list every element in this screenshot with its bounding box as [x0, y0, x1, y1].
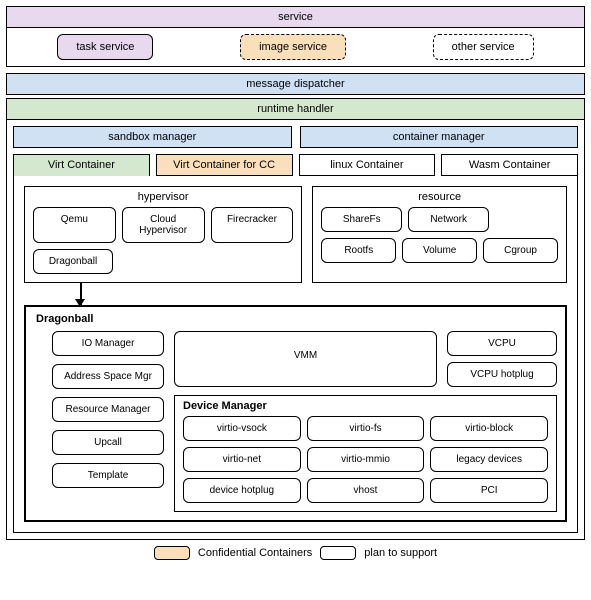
legend-swatch-confidential: [154, 546, 190, 560]
db-item: Upcall: [52, 430, 164, 455]
dm-item: virtio-fs: [307, 416, 425, 441]
hv-item: Firecracker: [211, 207, 294, 243]
runtime-container: sandbox manager container manager Virt C…: [6, 120, 585, 540]
db-vmm: VMM: [174, 331, 437, 387]
legend-label: Confidential Containers: [198, 547, 312, 559]
container-tabs: Virt Container Virt Container for CC lin…: [13, 154, 578, 176]
resource-title: resource: [321, 191, 558, 203]
device-manager-title: Device Manager: [183, 400, 548, 412]
service-item: other service: [433, 34, 534, 60]
message-dispatcher: message dispatcher: [6, 73, 585, 95]
db-right: VMM VCPU VCPU hotplug Device Manager vir…: [174, 331, 557, 512]
tab-linux: linux Container: [299, 154, 436, 176]
db-left-col: IO Manager Address Space Mgr Resource Ma…: [34, 331, 164, 512]
db-vcpu: VCPU: [447, 331, 557, 356]
tab-wasm: Wasm Container: [441, 154, 578, 176]
managers-row: sandbox manager container manager: [13, 126, 578, 148]
res-item: Rootfs: [321, 238, 396, 263]
manager-box: sandbox manager: [13, 126, 292, 148]
runtime-title-band: runtime handler: [6, 98, 585, 120]
service-item: task service: [57, 34, 153, 60]
legend-label: plan to support: [364, 547, 437, 559]
res-item: Network: [408, 207, 489, 232]
dm-item: virtio-net: [183, 447, 301, 472]
hv-res-row: hypervisor Qemu Cloud Hypervisor Firecra…: [24, 186, 567, 283]
legend-swatch-plan: [320, 546, 356, 560]
virt-content: hypervisor Qemu Cloud Hypervisor Firecra…: [13, 176, 578, 533]
db-item: IO Manager: [52, 331, 164, 356]
dragonball-group: Dragonball IO Manager Address Space Mgr …: [24, 305, 567, 522]
dm-item: legacy devices: [430, 447, 548, 472]
res-item: Volume: [402, 238, 477, 263]
tab-virt: Virt Container: [13, 154, 150, 176]
dragonball-title: Dragonball: [36, 313, 557, 325]
db-item: Resource Manager: [52, 397, 164, 422]
service-title: service: [278, 11, 313, 23]
service-item: image service: [240, 34, 346, 60]
dm-item: PCI: [430, 478, 548, 503]
hv-item: Qemu: [33, 207, 116, 243]
dm-item: virtio-block: [430, 416, 548, 441]
hv-item: Cloud Hypervisor: [122, 207, 205, 243]
service-container: task service image service other service: [6, 28, 585, 67]
tab-virt-cc: Virt Container for CC: [156, 154, 293, 176]
dm-item: virtio-mmio: [307, 447, 425, 472]
db-item: Template: [52, 463, 164, 488]
hypervisor-title: hypervisor: [33, 191, 293, 203]
dm-item: device hotplug: [183, 478, 301, 503]
hypervisor-group: hypervisor Qemu Cloud Hypervisor Firecra…: [24, 186, 302, 283]
db-item: Address Space Mgr: [52, 364, 164, 389]
hv-dragonball: Dragonball: [33, 249, 113, 274]
resource-group: resource ShareFs Network Rootfs Volume C…: [312, 186, 567, 283]
dm-item: virtio-vsock: [183, 416, 301, 441]
db-vcpu-hotplug: VCPU hotplug: [447, 362, 557, 387]
arrow: [24, 283, 567, 305]
dm-item: vhost: [307, 478, 425, 503]
manager-box: container manager: [300, 126, 579, 148]
service-band: service: [6, 6, 585, 28]
device-manager: Device Manager virtio-vsock virtio-fs vi…: [174, 395, 557, 512]
res-item: Cgroup: [483, 238, 558, 263]
res-item: ShareFs: [321, 207, 402, 232]
legend: Confidential Containers plan to support: [6, 546, 585, 560]
service-row: task service image service other service: [7, 28, 584, 66]
